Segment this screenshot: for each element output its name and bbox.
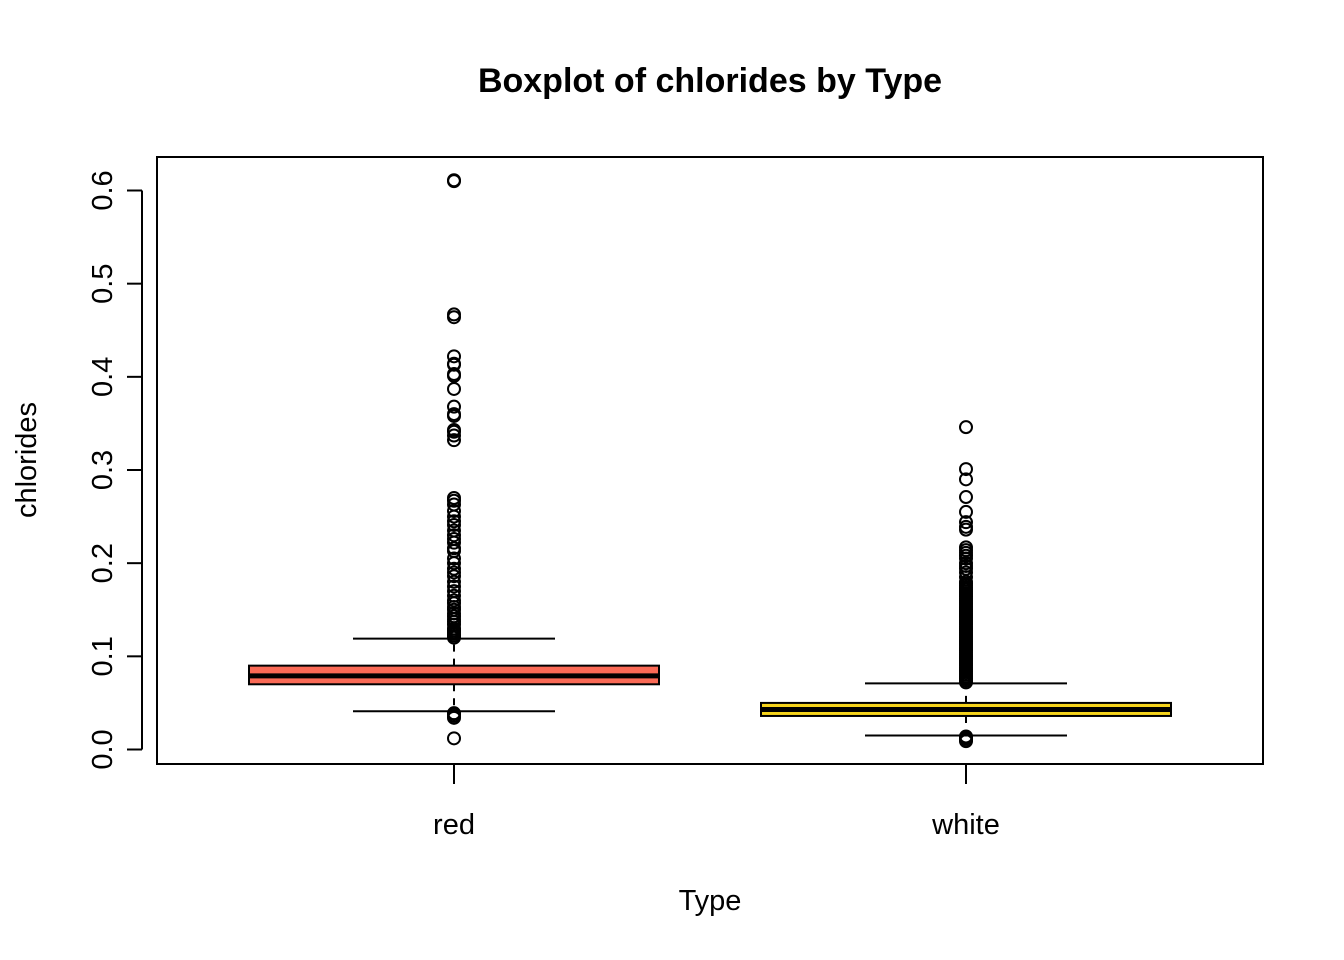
boxes <box>248 173 1172 749</box>
outlier-point <box>447 565 461 580</box>
outlier-point <box>447 551 461 566</box>
outlier-point <box>959 515 973 530</box>
outlier-point <box>447 731 461 746</box>
x-axis: red white <box>433 764 1000 841</box>
outlier-point <box>447 173 461 188</box>
outlier-point <box>959 420 973 435</box>
outlier-point <box>447 367 461 382</box>
outlier-point <box>447 381 461 396</box>
outlier-point <box>447 593 461 608</box>
outlier-point <box>447 433 461 448</box>
box-white <box>760 420 1172 749</box>
outlier-point <box>959 540 973 555</box>
x-axis-title: Type <box>679 885 742 917</box>
y-tick-label: 0.5 <box>87 264 119 304</box>
y-tick-label: 0.1 <box>87 636 119 676</box>
outlier-point <box>447 422 461 437</box>
outlier-point <box>959 519 973 534</box>
x-tick-label: red <box>433 809 475 841</box>
outlier-point <box>959 504 973 519</box>
outlier-point <box>447 307 461 322</box>
outlier-point <box>447 399 461 414</box>
outlier-point <box>447 706 461 721</box>
outlier-point <box>447 528 461 543</box>
outlier-point <box>447 561 461 576</box>
outlier-point <box>447 428 461 443</box>
outlier-point <box>447 569 461 584</box>
outlier-point <box>959 565 973 580</box>
outlier-point <box>447 407 461 422</box>
plot-frame <box>156 156 1264 765</box>
outlier-point <box>959 574 973 589</box>
y-tick-label: 0.4 <box>87 357 119 397</box>
outlier-point <box>959 556 973 571</box>
outlier-point <box>447 523 461 538</box>
outlier-point <box>959 729 973 744</box>
y-tick-label: 0.3 <box>87 450 119 490</box>
outlier-point <box>447 606 461 621</box>
outlier-point <box>959 462 973 477</box>
y-tick-label: 0.6 <box>87 170 119 210</box>
y-axis-title: chlorides <box>11 402 43 518</box>
outlier-point <box>447 497 461 512</box>
outlier-point <box>447 356 461 371</box>
outlier-point <box>447 579 461 594</box>
outlier-point <box>447 503 461 518</box>
outlier-point <box>447 584 461 599</box>
outlier-point <box>447 490 461 505</box>
outlier-point <box>447 517 461 532</box>
outlier-point <box>447 574 461 589</box>
box-red <box>248 173 660 746</box>
outlier-point <box>447 514 461 529</box>
outlier-point <box>447 531 461 546</box>
outlier-point <box>959 490 973 505</box>
y-axis: 0.0 0.1 0.2 0.3 0.4 0.5 0.6 <box>87 170 143 770</box>
outlier-point <box>959 472 973 487</box>
y-tick-label: 0.0 <box>87 729 119 769</box>
outlier-point <box>447 588 461 603</box>
outlier-point <box>447 349 461 364</box>
outlier-point <box>447 541 461 556</box>
x-tick-label: white <box>931 809 1000 841</box>
y-tick-label: 0.2 <box>87 543 119 583</box>
chart-title: Boxplot of chlorides by Type <box>478 62 942 100</box>
